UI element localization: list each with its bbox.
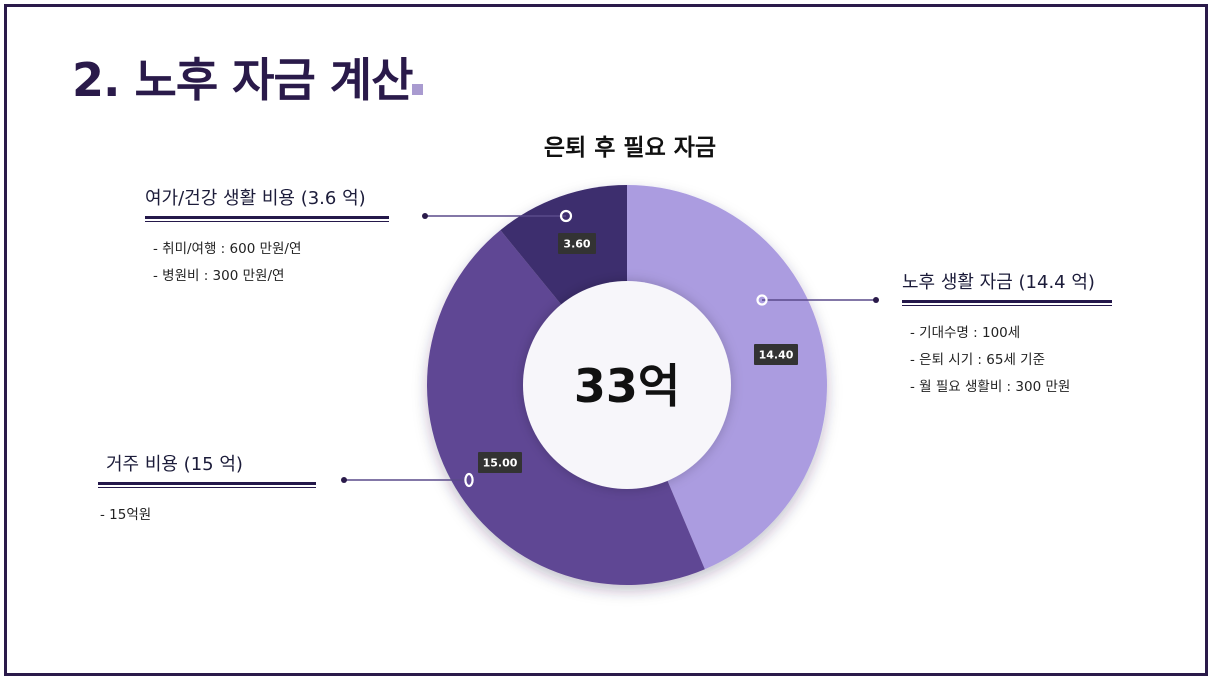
leader-line-living <box>756 294 879 306</box>
data-label-text-housing: 15.00 <box>483 457 518 470</box>
callout-living-rule-thin <box>902 305 1112 306</box>
data-label-living: 14.40 <box>754 344 798 365</box>
data-label-leisure: 3.60 <box>558 233 596 254</box>
leader-line-housing <box>341 472 474 488</box>
callout-leisure: 여가/건강 생활 비용 (3.6 억) - 취미/여행 : 600 만원/연 -… <box>145 184 389 290</box>
callout-housing-details: - 15억원 <box>98 502 316 529</box>
leader-line-leisure <box>422 209 573 223</box>
callout-living-rule <box>902 300 1112 303</box>
callout-leisure-heading: 여가/건강 생활 비용 (3.6 억) <box>145 188 366 209</box>
chart-title: 은퇴 후 필요 자금 <box>543 135 717 161</box>
data-label-text-leisure: 3.60 <box>563 238 590 251</box>
callout-leisure-rule-thin <box>145 221 389 222</box>
detail-item: - 기대수명 : 100세 <box>910 325 1021 341</box>
page-title: 2. 노후 자금 계산 <box>72 53 413 107</box>
detail-item: - 병원비 : 300 만원/연 <box>153 268 285 284</box>
callout-housing-heading: 거주 비용 (15 억) <box>106 454 243 475</box>
detail-item: - 취미/여행 : 600 만원/연 <box>153 241 302 257</box>
callout-housing-rule <box>98 482 316 485</box>
callout-housing: 거주 비용 (15 억) - 15억원 <box>98 450 316 529</box>
callout-leisure-details: - 취미/여행 : 600 만원/연 - 병원비 : 300 만원/연 <box>145 236 389 290</box>
data-label-housing: 15.00 <box>478 452 522 473</box>
callout-living: 노후 생활 자금 (14.4 억) - 기대수명 : 100세 - 은퇴 시기 … <box>902 268 1112 401</box>
callout-living-heading: 노후 생활 자금 (14.4 억) <box>902 272 1095 293</box>
donut-hole <box>523 281 731 489</box>
detail-item: - 15억원 <box>100 507 152 523</box>
detail-item: - 월 필요 생활비 : 300 만원 <box>910 379 1071 395</box>
detail-item: - 은퇴 시기 : 65세 기준 <box>910 352 1045 368</box>
callout-living-details: - 기대수명 : 100세 - 은퇴 시기 : 65세 기준 - 월 필요 생활… <box>902 320 1112 401</box>
data-label-text-living: 14.40 <box>759 349 794 362</box>
title-accent-square <box>412 84 423 95</box>
center-total-label: 33억 <box>574 359 680 413</box>
callout-leisure-rule <box>145 216 389 219</box>
callout-housing-rule-thin <box>98 487 316 488</box>
